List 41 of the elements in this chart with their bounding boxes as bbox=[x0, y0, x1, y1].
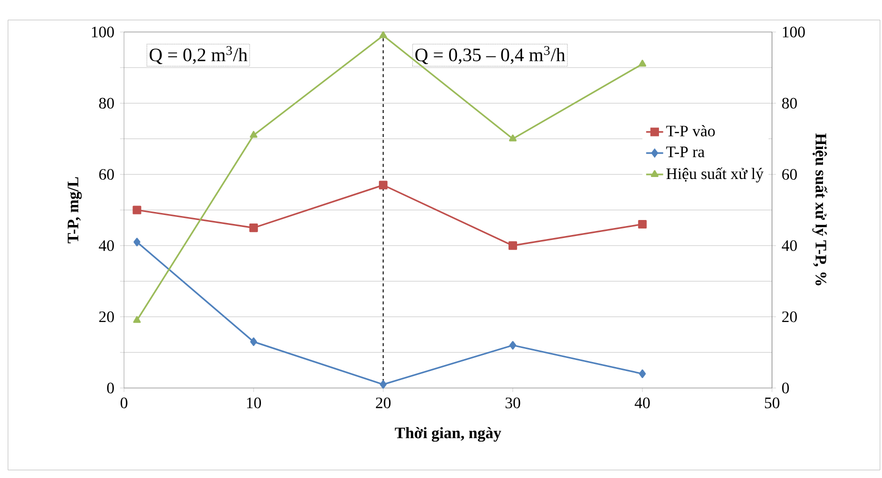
annotation: Q = 0,2 m$^{3}$/h bbox=[150, 46, 248, 64]
y2-tick-label: 100 bbox=[782, 26, 805, 38]
y2-tick-label: 20 bbox=[782, 311, 797, 322]
y-tick-label: 60 bbox=[99, 169, 114, 180]
point bbox=[250, 337, 258, 346]
point bbox=[638, 369, 646, 378]
y-tick-label: 40 bbox=[98, 240, 114, 251]
y-tick-label: 80 bbox=[99, 98, 114, 109]
point bbox=[508, 241, 518, 250]
y-axis-title: T-P, mg/L bbox=[68, 177, 82, 244]
point bbox=[380, 380, 387, 389]
x-tick-label: 40 bbox=[634, 398, 650, 408]
x-tick-label: 0 bbox=[120, 398, 128, 408]
point bbox=[638, 220, 647, 229]
point bbox=[638, 60, 646, 67]
y2-tick-label: 80 bbox=[782, 98, 797, 109]
y2-tick-label: 40 bbox=[782, 240, 797, 251]
x-tick-label: 30 bbox=[506, 398, 520, 408]
y2-tick-label: 0 bbox=[782, 382, 789, 394]
point bbox=[508, 134, 517, 142]
point bbox=[133, 316, 141, 323]
x-tick-label: 50 bbox=[764, 398, 780, 408]
legend-label: Hiệu suất xử lý bbox=[666, 167, 764, 182]
y-tick-label: 20 bbox=[99, 311, 114, 322]
y2-tick-label: 60 bbox=[782, 169, 797, 180]
point bbox=[250, 130, 258, 138]
annotation: Q = 0,35 – 0,4 m$^{3}$/h bbox=[415, 46, 566, 64]
legend-label: T-P ra bbox=[666, 146, 705, 158]
y-tick-label: 100 bbox=[92, 26, 114, 38]
y-tick-label: 0 bbox=[107, 382, 114, 394]
point bbox=[132, 206, 142, 214]
x-axis-title: Thời gian, ngày bbox=[394, 427, 502, 442]
point bbox=[378, 180, 388, 190]
point bbox=[379, 31, 388, 38]
x-tick-label: 10 bbox=[247, 398, 261, 408]
y2-axis-title: Hiệu suất xử lý T-P, % bbox=[812, 133, 828, 286]
point bbox=[249, 224, 258, 232]
point bbox=[134, 238, 140, 246]
x-tick-label: 20 bbox=[376, 398, 391, 408]
legend-label: T-P vào bbox=[666, 125, 715, 136]
point bbox=[509, 340, 516, 350]
